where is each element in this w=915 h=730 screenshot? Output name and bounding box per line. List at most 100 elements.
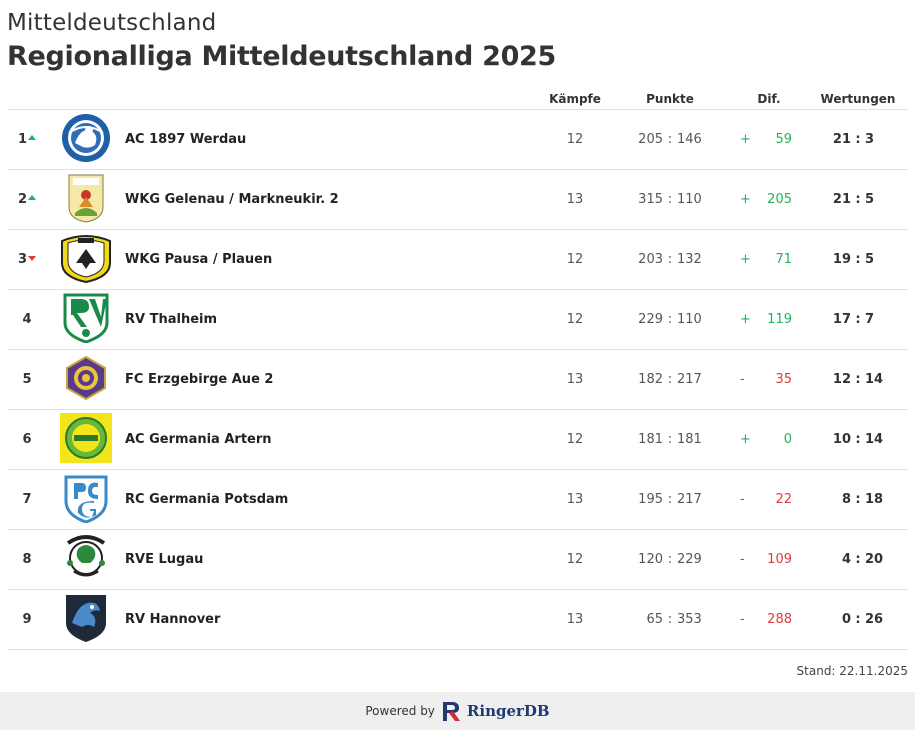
logo-cell (47, 589, 125, 650)
points-cell: 203:132 (610, 229, 730, 290)
ac-werdau-logo (61, 113, 111, 167)
matches-count: 13 (540, 589, 610, 650)
header-wertungen: Wertungen (808, 88, 908, 110)
ratings-cell: 8:18 (808, 469, 908, 530)
points-cell: 195:217 (610, 469, 730, 530)
matches-count: 13 (540, 469, 610, 530)
logo-cell (47, 469, 125, 530)
ratings-cell: 12:14 (808, 349, 908, 410)
ringerdb-logo-icon (442, 702, 460, 721)
rank-number: 2 (17, 192, 28, 207)
points-cell: 205:146 (610, 109, 730, 170)
points-for: 195 (638, 492, 663, 507)
points-cell: 229:110 (610, 289, 730, 350)
difference-sign: - (740, 552, 745, 567)
difference-value: 109 (767, 552, 792, 567)
fc-erzgebirge-logo (64, 355, 108, 404)
logo-cell (47, 109, 125, 170)
ringerdb-brand: RingerDB (466, 702, 550, 720)
team-name[interactable]: RV Thalheim (125, 289, 540, 350)
ratings-for: 0 (841, 612, 851, 627)
ratings-for: 12 (832, 372, 851, 387)
matches-count: 12 (540, 289, 610, 350)
table-row[interactable]: 7 RC Germania Potsdam 13 195:217- 22 8:18 (7, 469, 908, 530)
rank-cell: 5 (7, 349, 47, 410)
team-name[interactable]: WKG Pausa / Plauen (125, 229, 540, 290)
difference-cell: - 35 (730, 349, 808, 410)
ratings-against: 18 (865, 492, 884, 507)
table-row[interactable]: 1 AC 1897 Werdau 12 205:146 +59 21:3 (7, 109, 908, 170)
table-row[interactable]: 2 WKG Gelenau / Markneukir. 2 13 315:110 +20… (7, 169, 908, 230)
matches-count: 12 (540, 109, 610, 170)
header-rank (7, 88, 47, 110)
difference-sign: - (740, 612, 745, 627)
logo-cell (47, 409, 125, 470)
matches-count: 12 (540, 229, 610, 290)
team-name[interactable]: AC Germania Artern (125, 409, 540, 470)
ringerdb-link[interactable]: RingerDB (441, 699, 550, 723)
league-region: Mitteldeutschland (7, 10, 217, 36)
wkg-pausa-logo (60, 233, 112, 287)
points-for: 203 (638, 252, 663, 267)
points-for: 120 (638, 552, 663, 567)
difference-cell: - 288 (730, 589, 808, 650)
team-name[interactable]: AC 1897 Werdau (125, 109, 540, 170)
points-cell: 181:181 (610, 409, 730, 470)
table-row[interactable]: 5 FC Erzgebirge Aue 2 13 182:217- 35 12:14 (7, 349, 908, 410)
table-row[interactable]: 4 RV Thalheim 12 229:110 +119 17:7 (7, 289, 908, 350)
ratings-for: 21 (832, 192, 851, 207)
ratings-cell: 21:5 (808, 169, 908, 230)
ratings-against: 14 (865, 372, 884, 387)
rank-up-icon (28, 135, 37, 140)
matches-count: 13 (540, 349, 610, 410)
points-for: 229 (638, 312, 663, 327)
points-against: 146 (677, 132, 702, 147)
rank-cell: 3 (7, 229, 47, 290)
table-row[interactable]: 3 WKG Pausa / Plauen 12 203:132 +71 19:5 (7, 229, 908, 290)
rank-cell: 8 (7, 529, 47, 590)
header-punkte: Punkte (610, 88, 730, 110)
rank-down-icon (28, 256, 37, 261)
ratings-against: 7 (865, 312, 875, 327)
ratings-against: 3 (865, 132, 875, 147)
points-against: 110 (677, 192, 702, 207)
rv-hannover-logo (64, 593, 108, 647)
table-row[interactable]: 8 RVE Lugau 12 120:229- 109 4:20 (7, 529, 908, 590)
points-for: 315 (638, 192, 663, 207)
rank-cell: 4 (7, 289, 47, 350)
difference-sign: + (740, 192, 751, 207)
points-against: 181 (677, 432, 702, 447)
difference-cell: +59 (730, 109, 808, 170)
table-row[interactable]: 6 AC Germania Artern 12 181:181 +0 10:14 (7, 409, 908, 470)
rv-thalheim-logo (63, 293, 109, 347)
difference-value: 59 (775, 132, 792, 147)
table-header-row: Kämpfe Punkte Dif. Wertungen (7, 88, 908, 110)
rank-number: 3 (17, 252, 28, 267)
table-row[interactable]: 9 RV Hannover 13 65:353- 288 0:26 (7, 589, 908, 650)
powered-by-label: Powered by (365, 704, 435, 718)
points-cell: 315:110 (610, 169, 730, 230)
rank-number: 9 (22, 612, 32, 627)
difference-cell: - 22 (730, 469, 808, 530)
last-updated-date: Stand: 22.11.2025 (796, 664, 908, 678)
team-name[interactable]: WKG Gelenau / Markneukir. 2 (125, 169, 540, 230)
ratings-for: 10 (832, 432, 851, 447)
team-name[interactable]: FC Erzgebirge Aue 2 (125, 349, 540, 410)
team-name[interactable]: RV Hannover (125, 589, 540, 650)
rank-up-icon (28, 195, 37, 200)
ratings-against: 14 (865, 432, 884, 447)
ratings-cell: 10:14 (808, 409, 908, 470)
ratings-cell: 4:20 (808, 529, 908, 590)
rank-cell: 9 (7, 589, 47, 650)
difference-cell: - 109 (730, 529, 808, 590)
team-name[interactable]: RC Germania Potsdam (125, 469, 540, 530)
rank-number: 4 (22, 312, 32, 327)
rank-cell: 2 (7, 169, 47, 230)
team-name[interactable]: RVE Lugau (125, 529, 540, 590)
difference-cell: +205 (730, 169, 808, 230)
difference-cell: +0 (730, 409, 808, 470)
ac-germania-artern-logo (60, 412, 112, 467)
footer-bar: Powered by RingerDB (0, 692, 915, 730)
ratings-cell: 17:7 (808, 289, 908, 350)
ratings-for: 8 (841, 492, 851, 507)
